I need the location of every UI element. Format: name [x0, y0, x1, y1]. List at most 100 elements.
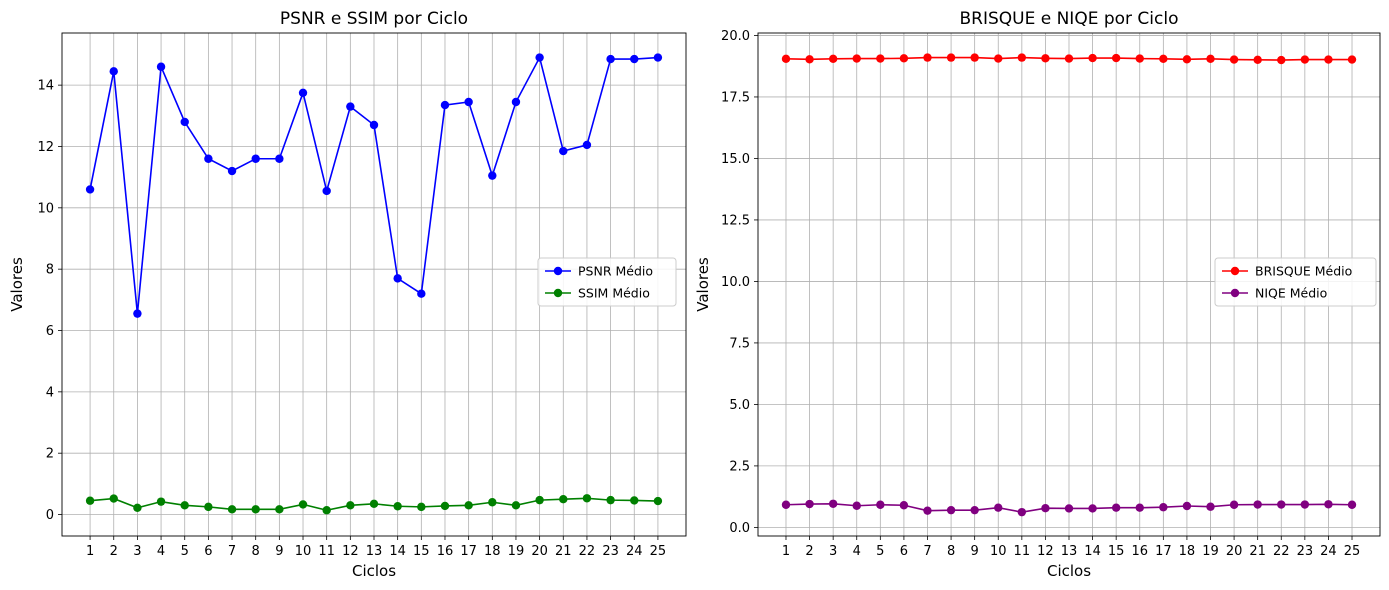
- x-tick-label: 21: [555, 544, 572, 559]
- x-tick-label: 13: [366, 544, 383, 559]
- y-axis: 0 2 4 6 8 10 12 14: [37, 79, 62, 523]
- x-tick-label: 10: [990, 544, 1007, 559]
- x-tick-label: 23: [602, 544, 619, 559]
- data-point: [85, 496, 95, 505]
- data-point: [298, 500, 308, 509]
- x-axis-label: Ciclos: [352, 562, 396, 580]
- y-axis-label: Valores: [8, 257, 26, 312]
- x-axis: 1 2 3 4 5 6 7 8 9 10 11 12 13 14 15 16 17 18 19 20 21 22 23 24 2…: [86, 536, 666, 559]
- series-1: [781, 53, 1357, 65]
- data-point: [204, 154, 213, 163]
- x-tick-label: 2: [805, 544, 813, 559]
- x-tick-label: 1: [782, 544, 790, 559]
- data-point: [1041, 54, 1050, 63]
- data-point: [535, 495, 544, 505]
- data-point: [781, 500, 791, 509]
- data-point: [109, 67, 118, 76]
- x-tick-label: 21: [1249, 544, 1266, 559]
- data-point: [653, 496, 663, 506]
- x-tick-label: 5: [181, 544, 189, 559]
- data-point: [805, 55, 814, 64]
- x-tick-label: 9: [971, 544, 979, 559]
- data-point: [1229, 500, 1239, 509]
- legend-label: PSNR Médio: [578, 264, 653, 279]
- data-point: [464, 501, 473, 510]
- plot-frame: [61, 32, 687, 537]
- x-tick-label: 24: [1320, 544, 1337, 559]
- data-point: [322, 506, 331, 515]
- legend-marker: [553, 266, 563, 276]
- data-point: [994, 503, 1003, 512]
- series-1: [85, 53, 663, 318]
- x-tick-label: 6: [900, 544, 908, 559]
- series-2: [781, 499, 1357, 517]
- legend-marker: [553, 288, 563, 298]
- y-tick-label: 8: [46, 263, 54, 278]
- data-point: [1064, 54, 1074, 63]
- data-point: [946, 505, 956, 515]
- data-point: [582, 494, 592, 503]
- x-tick-label: 9: [275, 544, 283, 559]
- x-tick-label: 2: [110, 544, 118, 559]
- y-tick-label: 10: [37, 201, 54, 216]
- y-tick-label: 14: [37, 79, 54, 94]
- x-tick-label: 16: [1131, 544, 1148, 559]
- series-2: [85, 494, 663, 515]
- data-point: [369, 499, 379, 508]
- data-point: [994, 54, 1003, 63]
- data-point: [1088, 504, 1097, 513]
- data-point: [511, 97, 521, 107]
- chart-title: PSNR e SSIM por Ciclo: [280, 9, 468, 29]
- data-point: [227, 166, 237, 176]
- data-point: [1300, 500, 1310, 509]
- x-tick-label: 13: [1061, 544, 1078, 559]
- x-tick-label: 14: [389, 544, 406, 559]
- data-point: [1041, 504, 1050, 513]
- data-point: [322, 186, 331, 196]
- y-tick-label: 7.5: [729, 336, 750, 351]
- x-tick-label: 25: [1344, 544, 1361, 559]
- x-tick-label: 24: [626, 544, 643, 559]
- data-point: [85, 185, 95, 194]
- x-tick-label: 22: [1273, 544, 1290, 559]
- data-point: [582, 140, 592, 150]
- chart-title: BRISQUE e NIQE por Ciclo: [959, 9, 1178, 29]
- data-point: [1347, 500, 1357, 509]
- x-tick-label: 19: [508, 544, 525, 559]
- x-tick-label: 16: [437, 544, 454, 559]
- data-point: [227, 505, 237, 514]
- data-point: [630, 54, 639, 64]
- data-point: [511, 501, 521, 510]
- data-point: [1277, 500, 1286, 509]
- data-point: [606, 54, 615, 64]
- y-tick-label: 17.5: [721, 90, 750, 105]
- x-tick-label: 22: [579, 544, 596, 559]
- data-point: [346, 501, 355, 510]
- data-point: [559, 146, 568, 156]
- data-point: [417, 289, 426, 298]
- data-point: [251, 154, 260, 163]
- data-point: [369, 120, 379, 130]
- x-tick-label: 8: [252, 544, 260, 559]
- legend-box: [1214, 257, 1377, 307]
- data-point: [1182, 55, 1192, 64]
- data-point: [417, 502, 426, 512]
- data-point: [1277, 55, 1286, 65]
- x-tick-label: 15: [413, 544, 430, 559]
- y-tick-label: 2.5: [729, 459, 750, 474]
- x-tick-label: 7: [923, 544, 931, 559]
- data-point: [828, 499, 838, 508]
- x-tick-label: 7: [228, 544, 236, 559]
- x-axis: 1 2 3 4 5 6 7 8 9 10 11 12 13 14 15 16 17 18 19 20 21 22 23 24 2…: [782, 536, 1360, 559]
- data-point: [464, 97, 473, 107]
- y-tick-label: 12: [37, 140, 54, 155]
- data-point: [1206, 54, 1215, 64]
- x-tick-label: 18: [1179, 544, 1196, 559]
- x-tick-label: 4: [157, 544, 165, 559]
- data-point: [535, 53, 544, 62]
- data-point: [876, 54, 885, 63]
- data-point: [899, 501, 909, 510]
- data-point: [1111, 53, 1121, 63]
- y-tick-label: 15.0: [721, 152, 750, 167]
